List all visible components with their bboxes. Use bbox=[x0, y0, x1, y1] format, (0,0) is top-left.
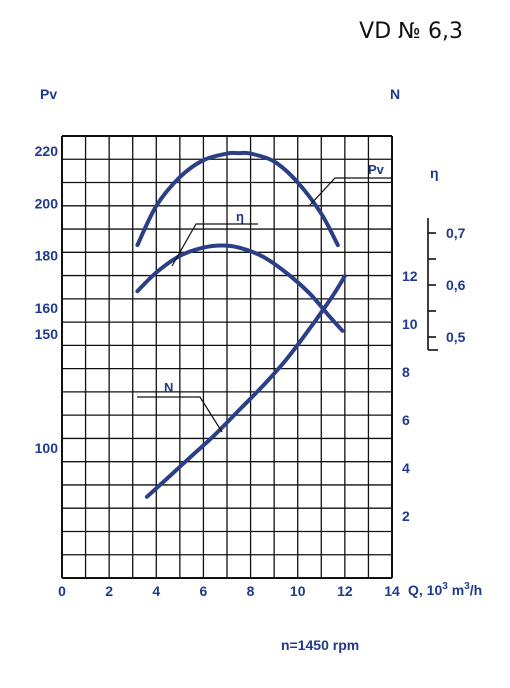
speed-note: n=1450 rpm bbox=[281, 637, 359, 653]
pv-tick-label: 160 bbox=[35, 300, 59, 316]
eta-tick-label: 0,6 bbox=[446, 277, 466, 293]
eta-tick-label: 0,5 bbox=[446, 329, 466, 345]
pv-tick-label: 180 bbox=[35, 248, 59, 264]
n-tick-label: 6 bbox=[402, 412, 410, 428]
n-tick-label: 10 bbox=[402, 316, 418, 332]
eta-scale bbox=[427, 218, 438, 351]
x-tick-label: 12 bbox=[337, 583, 353, 599]
n-tick-label: 12 bbox=[402, 268, 418, 284]
series-label-eta: η bbox=[236, 209, 244, 224]
x-tick-label: 2 bbox=[105, 583, 113, 599]
n-tick-label: 8 bbox=[402, 364, 410, 380]
pv-tick-label: 200 bbox=[35, 195, 59, 211]
n-leader bbox=[137, 396, 223, 433]
pv-leader bbox=[309, 177, 393, 206]
eta-axis-label: η bbox=[430, 165, 439, 181]
pv-axis-label: Pv bbox=[40, 86, 57, 102]
x-axis-label-part: Q, 10 bbox=[408, 582, 442, 598]
series-label-pv: Pv bbox=[368, 162, 385, 177]
x-tick-label: 0 bbox=[58, 583, 66, 599]
n-tick-label: 2 bbox=[402, 508, 410, 524]
pv-tick-label: 150 bbox=[35, 326, 59, 342]
eta-tick-label: 0,7 bbox=[446, 225, 466, 241]
x-tick-label: 6 bbox=[200, 583, 208, 599]
axis-labels: 0 2 4 6 8 10 12 14 Q, 103 m3/hPv2202001801601501… bbox=[35, 86, 483, 599]
n-axis-label: N bbox=[390, 86, 400, 102]
n-tick-label: 4 bbox=[402, 460, 410, 476]
x-tick-label: 4 bbox=[152, 583, 160, 599]
x-axis-label-part: m bbox=[448, 582, 464, 598]
pv-tick-label: 220 bbox=[35, 143, 59, 159]
x-axis-label-part: 3 bbox=[464, 581, 470, 592]
x-axis-label: Q, 103 m3/h bbox=[408, 581, 482, 598]
chart-title: VD № 6,3 bbox=[359, 19, 463, 44]
x-axis-label-part: 3 bbox=[442, 581, 448, 592]
chart-grid bbox=[61, 135, 393, 579]
series-line-pv bbox=[135, 150, 340, 248]
eta-leader bbox=[171, 223, 258, 267]
curves bbox=[135, 150, 393, 499]
series-line-n bbox=[144, 274, 347, 499]
x-axis-label-part: /h bbox=[470, 582, 482, 598]
pv-tick-label: 100 bbox=[35, 440, 59, 456]
series-label-n: N bbox=[164, 380, 173, 395]
x-tick-label: 8 bbox=[247, 583, 255, 599]
x-tick-label: 10 bbox=[290, 583, 306, 599]
x-tick-label: 14 bbox=[384, 583, 400, 599]
series-line-eta bbox=[135, 243, 345, 333]
